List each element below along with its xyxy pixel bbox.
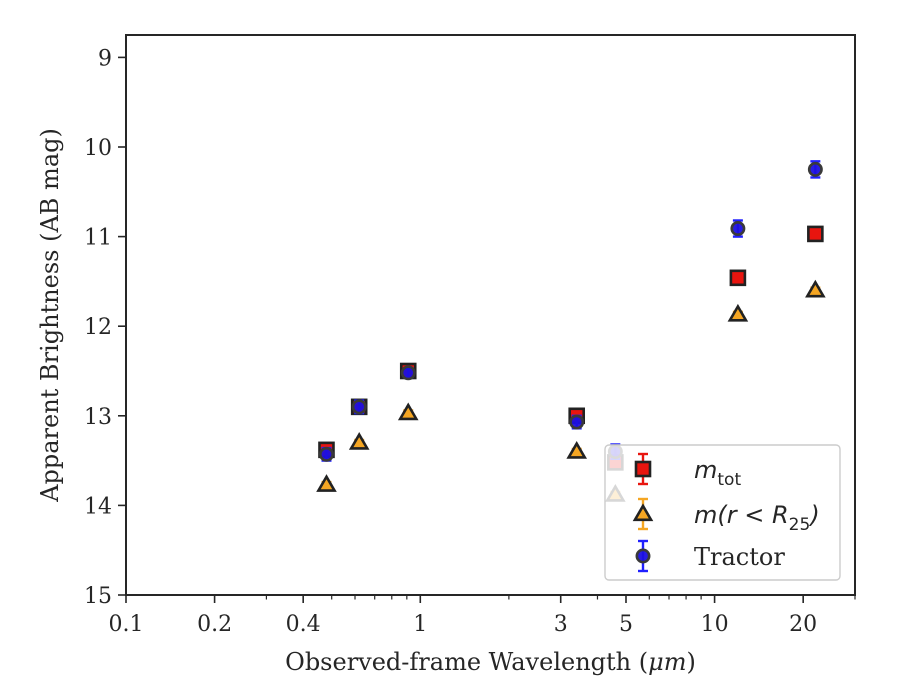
mtot-point <box>807 225 824 243</box>
tractor-point <box>400 365 416 381</box>
y-tick-label: 9 <box>98 46 112 71</box>
tractor-point <box>319 446 334 462</box>
y-tick-label: 14 <box>84 494 112 519</box>
x-tick-label: 10 <box>701 612 729 637</box>
x-axis: 0.1 0.2 0.4 1 3 5 10 20 <box>109 595 856 637</box>
tractor-point <box>807 161 823 177</box>
y-tick-label: 15 <box>84 584 112 609</box>
legend-marker-mtot <box>634 460 652 478</box>
mtot-point <box>729 269 747 287</box>
x-tick-label: 0.1 <box>109 612 144 637</box>
x-tick-label: 0.2 <box>197 612 232 637</box>
mr25-point <box>397 402 419 421</box>
x-axis-label-suffix: ) <box>686 648 695 676</box>
legend-label-tractor: Tractor <box>694 543 785 571</box>
x-tick-label: 0.4 <box>286 612 321 637</box>
legend-marker-tractor <box>635 548 651 564</box>
legend-label-mtot: mtot <box>694 456 741 490</box>
mr25-point <box>566 441 588 459</box>
legend-marker-mr25 <box>632 503 654 522</box>
data-points <box>316 160 826 502</box>
y-tick-label: 13 <box>84 405 112 430</box>
y-tick-label: 10 <box>84 136 112 161</box>
series-mr25 <box>316 279 826 502</box>
tractor-point <box>730 221 746 237</box>
y-tick-label: 11 <box>84 226 112 251</box>
legend-math: (r < R <box>717 501 788 529</box>
x-axis-label-prefix: Observed-frame Wavelength ( <box>285 648 648 676</box>
x-tick-label: 3 <box>554 612 568 637</box>
x-tick-label: 5 <box>619 612 633 637</box>
tractor-point <box>351 399 367 415</box>
y-tick-label: 12 <box>84 315 112 340</box>
legend-math: m <box>694 456 717 484</box>
x-axis-label-unit: μm <box>648 648 686 676</box>
legend-subscript: 25 <box>789 515 811 535</box>
y-axis-label: Apparent Brightness (AB mag) <box>36 128 64 503</box>
legend-subscript: tot <box>717 470 741 490</box>
legend-label-mr25: m(r < R25) <box>694 501 820 535</box>
y-axis: 9 10 11 12 13 14 15 <box>84 46 126 609</box>
legend-box <box>604 444 841 581</box>
x-tick-label: 1 <box>413 612 427 637</box>
mr25-point <box>805 279 826 298</box>
x-tick-label: 20 <box>789 612 817 637</box>
plot-frame <box>125 34 856 596</box>
legend-math: ) <box>808 501 819 529</box>
tractor-point <box>569 414 585 430</box>
mr25-point <box>348 432 370 450</box>
legend-math: m <box>694 501 717 529</box>
mr25-point <box>316 474 337 492</box>
mr25-point <box>727 303 749 322</box>
series-mtot <box>318 225 824 471</box>
x-axis-label: Observed-frame Wavelength (μm) <box>285 648 696 676</box>
